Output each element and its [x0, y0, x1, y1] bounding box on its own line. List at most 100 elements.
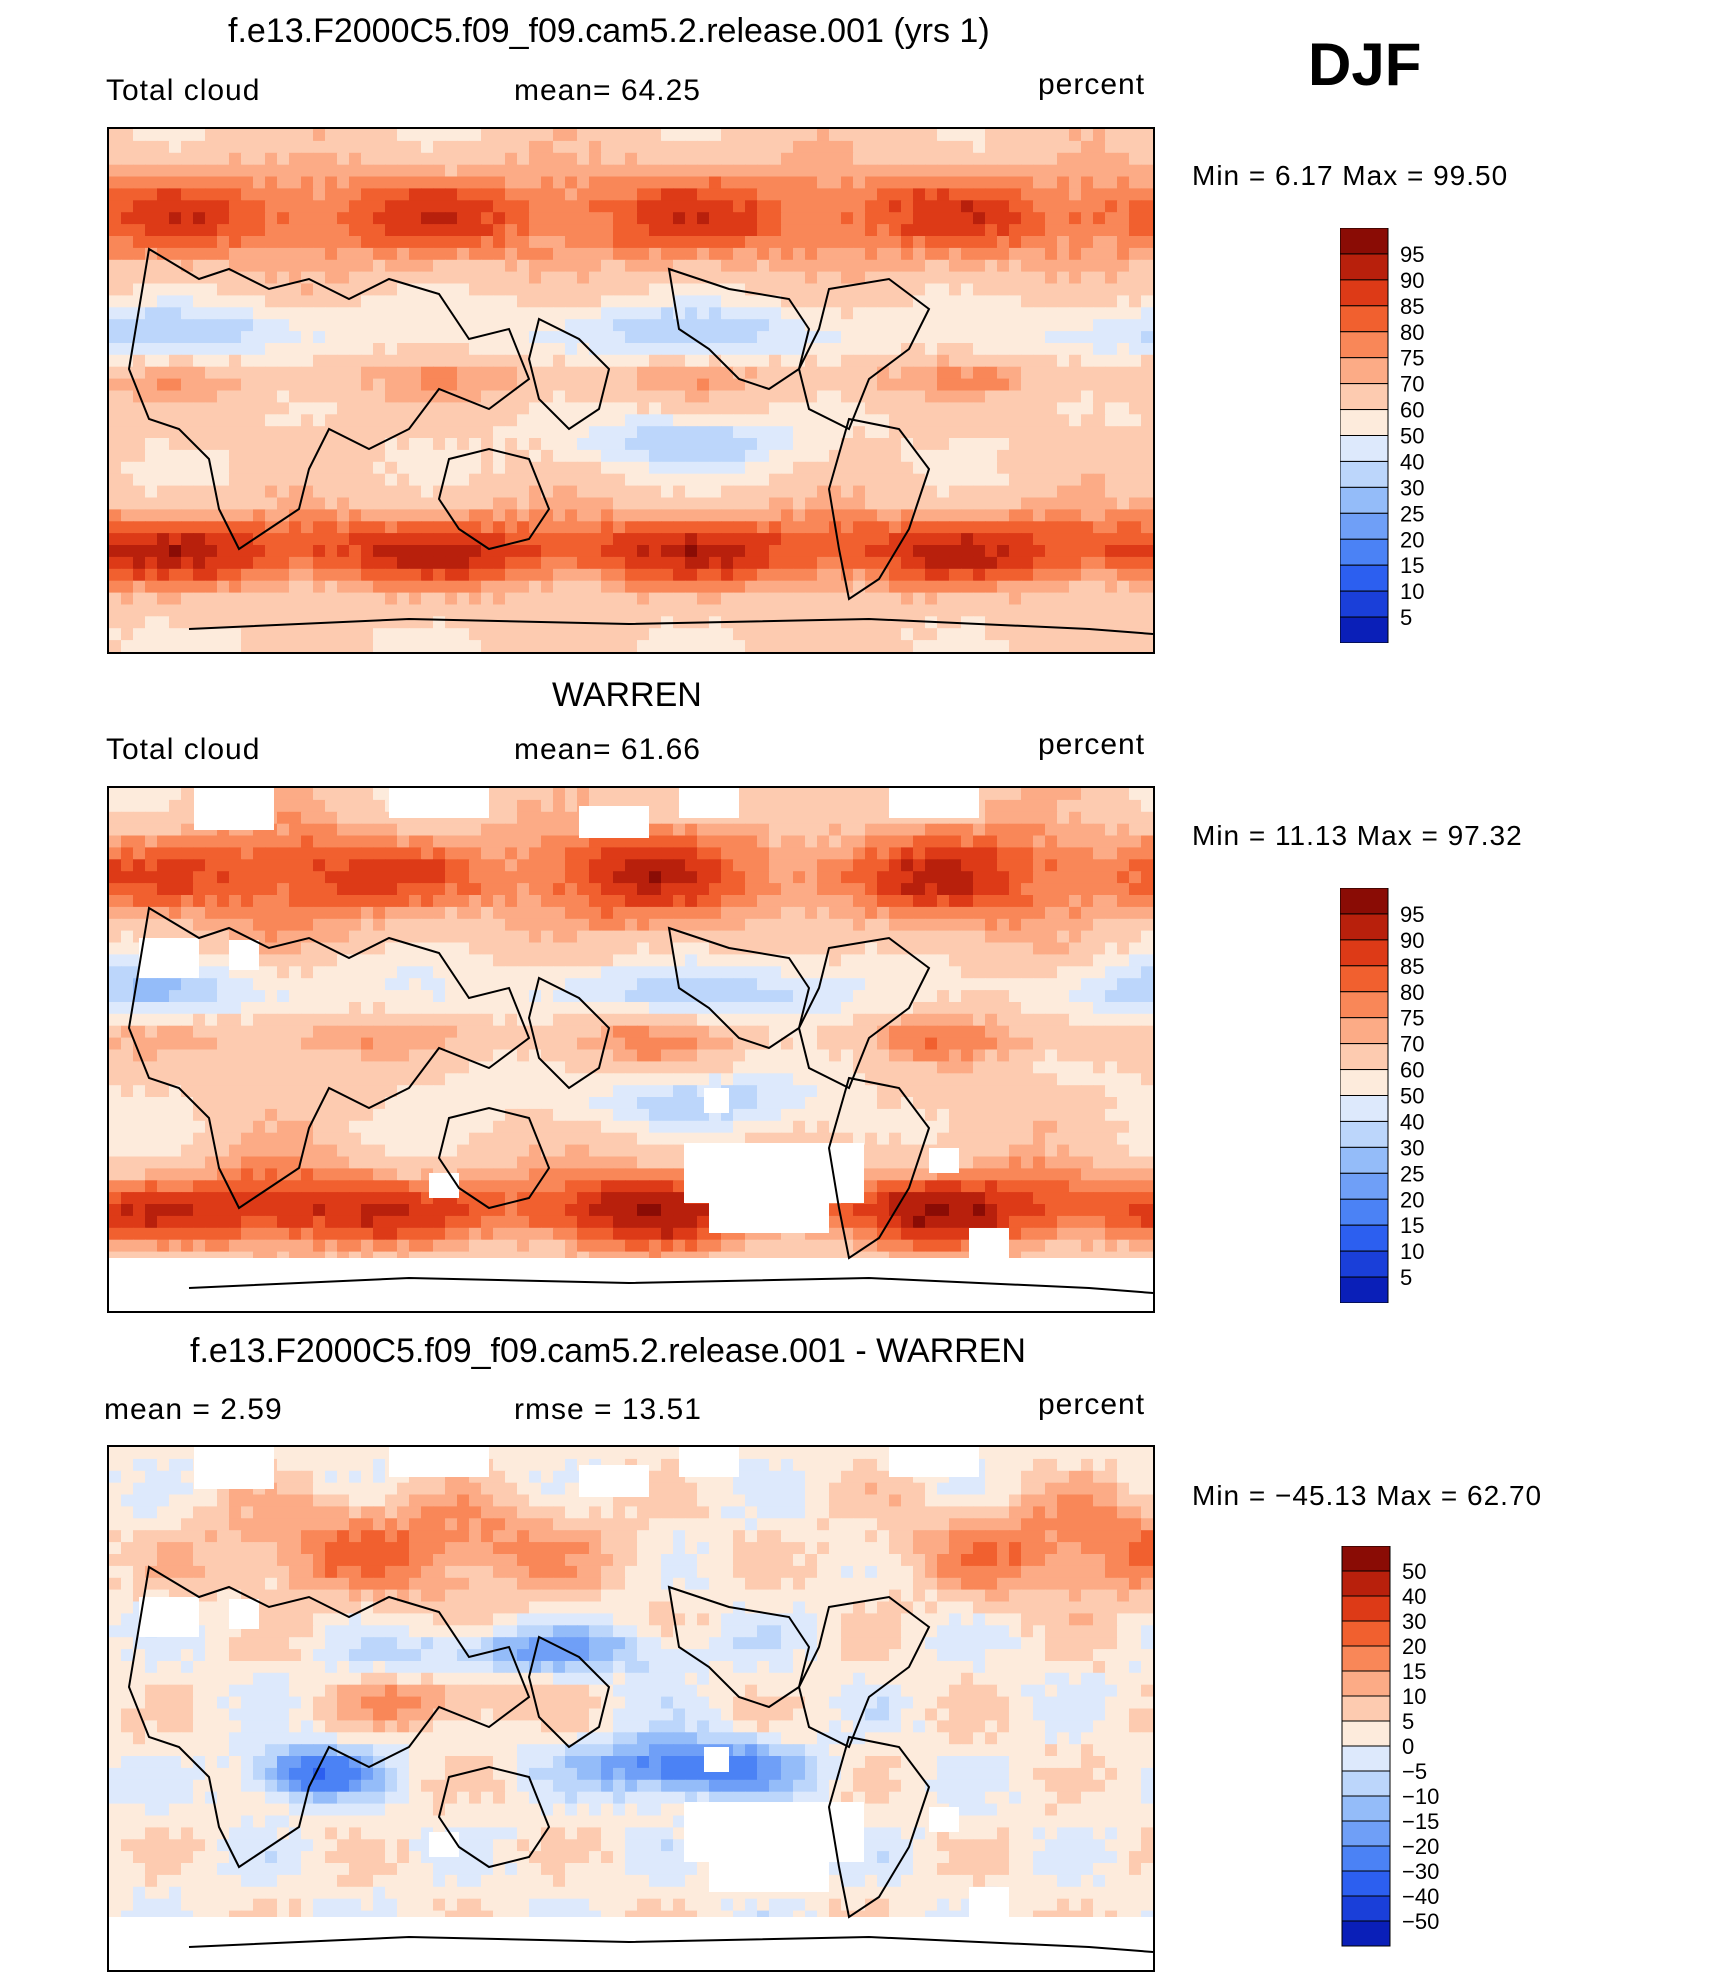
- colorbar-box-10: [1339, 1146, 1389, 1174]
- colorbar-box-15: [1341, 1920, 1391, 1947]
- panel-1-title: f.e13.F2000C5.f09_f09.cam5.2.release.001…: [228, 12, 990, 50]
- panel-3-minmax: Min = −45.13 Max = 62.70: [1192, 1480, 1543, 1511]
- colorbar-tick-label: 70: [1400, 372, 1424, 397]
- colorbar-box-3: [1339, 965, 1389, 993]
- colorbar-tick-label: 20: [1400, 527, 1424, 552]
- colorbar-box-12: [1339, 1198, 1389, 1226]
- colorbar-box-15: [1339, 1276, 1389, 1304]
- panel-3-colorbar: 50 40 30 20 15 10 5 0 −5 −10 −15 −20 −30 −40 −50: [1336, 1545, 1506, 1961]
- panel-2-mean-label: mean= 61.66: [514, 733, 701, 766]
- colorbar-box-10: [1339, 486, 1389, 514]
- colorbar-tick-label: 85: [1400, 954, 1424, 979]
- colorbar-tick-label: −5: [1402, 1759, 1427, 1784]
- colorbar-box-7: [1339, 409, 1389, 436]
- colorbar-tick-label: 95: [1400, 902, 1424, 927]
- panel-3-map: [107, 1445, 1155, 1972]
- colorbar-box-10: [1341, 1795, 1391, 1822]
- colorbar-tick-label: 10: [1400, 579, 1424, 604]
- colorbar-tick-label: 30: [1400, 475, 1424, 500]
- colorbar-box-6: [1339, 1043, 1389, 1071]
- colorbar-box-4: [1339, 991, 1389, 1019]
- colorbar-box-0: [1339, 227, 1389, 255]
- panel-1-map-svg: [109, 129, 1153, 652]
- coastlines: [127, 906, 1153, 1294]
- panel-2-colorbar: 95 90 85 80 75 70 60 50 40 30 25 20 15 10 5: [1339, 887, 1500, 1304]
- panel-3-mean-label: mean = 2.59: [104, 1393, 283, 1426]
- colorbar-tick-label: 70: [1400, 1032, 1424, 1057]
- colorbar-tick-label: 90: [1400, 268, 1424, 293]
- colorbar-box-5: [1339, 357, 1389, 385]
- map-field: [109, 129, 1153, 652]
- colorbar-box-11: [1341, 1820, 1391, 1847]
- panel-1-variable-label: Total cloud: [106, 74, 261, 107]
- colorbar-tick-label: 75: [1400, 346, 1424, 371]
- colorbar-tick-label: −10: [1402, 1784, 1439, 1809]
- colorbar-tick-label: 15: [1402, 1659, 1426, 1684]
- colorbar-box-6: [1339, 383, 1389, 411]
- panel-2-map-svg: [109, 788, 1153, 1311]
- colorbar-tick-label: 40: [1402, 1584, 1426, 1609]
- colorbar-tick-label: 60: [1400, 1058, 1424, 1083]
- colorbar-box-5: [1339, 1017, 1389, 1045]
- colorbar-tick-label: 25: [1400, 501, 1424, 526]
- panel-2-variable-label: Total cloud: [106, 733, 261, 766]
- panel-3-title: f.e13.F2000C5.f09_f09.cam5.2.release.001…: [190, 1332, 1026, 1370]
- season-label: DJF: [1308, 31, 1422, 98]
- colorbar-tick-label: 30: [1402, 1609, 1426, 1634]
- panel-3-map-svg: [109, 1447, 1153, 1970]
- panel-3-units-label: percent: [1038, 1388, 1146, 1421]
- panel-2-title: WARREN: [552, 676, 702, 714]
- colorbar-box-3: [1339, 305, 1389, 333]
- colorbar-tick-label: 95: [1400, 242, 1424, 267]
- colorbar-tick-label: −30: [1402, 1859, 1439, 1884]
- colorbar-box-13: [1339, 1224, 1389, 1252]
- colorbar-tick-label: 10: [1402, 1684, 1426, 1709]
- colorbar-box-8: [1341, 1745, 1391, 1772]
- colorbar-box-12: [1339, 538, 1389, 566]
- panel-1-colorbar: 95 90 85 80 75 70 60 50 40 30 25 20 15 10 5: [1339, 227, 1500, 644]
- colorbar-tick-label: −15: [1402, 1809, 1439, 1834]
- colorbar-tick-label: 15: [1400, 1213, 1424, 1238]
- colorbar-tick-label: 60: [1400, 398, 1424, 423]
- panel-1-map: [107, 127, 1155, 654]
- colorbar-tick-label: 50: [1402, 1559, 1426, 1584]
- colorbar-tick-label: 50: [1400, 1084, 1424, 1109]
- colorbar-tick-label: 80: [1400, 980, 1424, 1005]
- panel-1-units-label: percent: [1038, 68, 1146, 101]
- colorbar-box-14: [1339, 590, 1389, 618]
- colorbar-box-6: [1341, 1695, 1391, 1722]
- colorbar-box-7: [1341, 1720, 1391, 1747]
- colorbar-tick-label: 30: [1400, 1135, 1424, 1160]
- panel-2-units-label: percent: [1038, 728, 1146, 761]
- colorbar-tick-label: 10: [1400, 1239, 1424, 1264]
- colorbar-tick-label: −20: [1402, 1834, 1439, 1859]
- colorbar-box-1: [1341, 1570, 1391, 1597]
- colorbar-tick-label: 5: [1400, 605, 1412, 630]
- panel-2-minmax: Min = 11.13 Max = 97.32: [1192, 820, 1523, 851]
- colorbar-tick-label: 20: [1400, 1187, 1424, 1212]
- colorbar-box-13: [1339, 564, 1389, 592]
- colorbar-box-8: [1339, 435, 1389, 462]
- colorbar-box-14: [1339, 1250, 1389, 1278]
- colorbar-box-3: [1341, 1620, 1391, 1647]
- colorbar-box-1: [1339, 253, 1389, 281]
- colorbar-box-1: [1339, 913, 1389, 941]
- colorbar-tick-label: 0: [1402, 1734, 1414, 1759]
- panel-1-minmax: Min = 6.17 Max = 99.50: [1192, 160, 1509, 191]
- panel-1-mean-label: mean= 64.25: [514, 74, 701, 107]
- colorbar-box-0: [1341, 1545, 1391, 1572]
- missing-data: [109, 788, 1153, 1311]
- colorbar-box-8: [1339, 1095, 1389, 1122]
- colorbar-box-11: [1339, 1172, 1389, 1200]
- colorbar-tick-label: 80: [1400, 320, 1424, 345]
- panel-2-map: [107, 786, 1155, 1313]
- colorbar-tick-label: 15: [1400, 553, 1424, 578]
- colorbar-box-13: [1341, 1870, 1391, 1897]
- colorbar-box-2: [1339, 939, 1389, 967]
- colorbar-tick-label: 5: [1400, 1265, 1412, 1290]
- colorbar-box-9: [1339, 460, 1389, 488]
- colorbar-box-2: [1339, 279, 1389, 307]
- colorbar-box-9: [1339, 1120, 1389, 1148]
